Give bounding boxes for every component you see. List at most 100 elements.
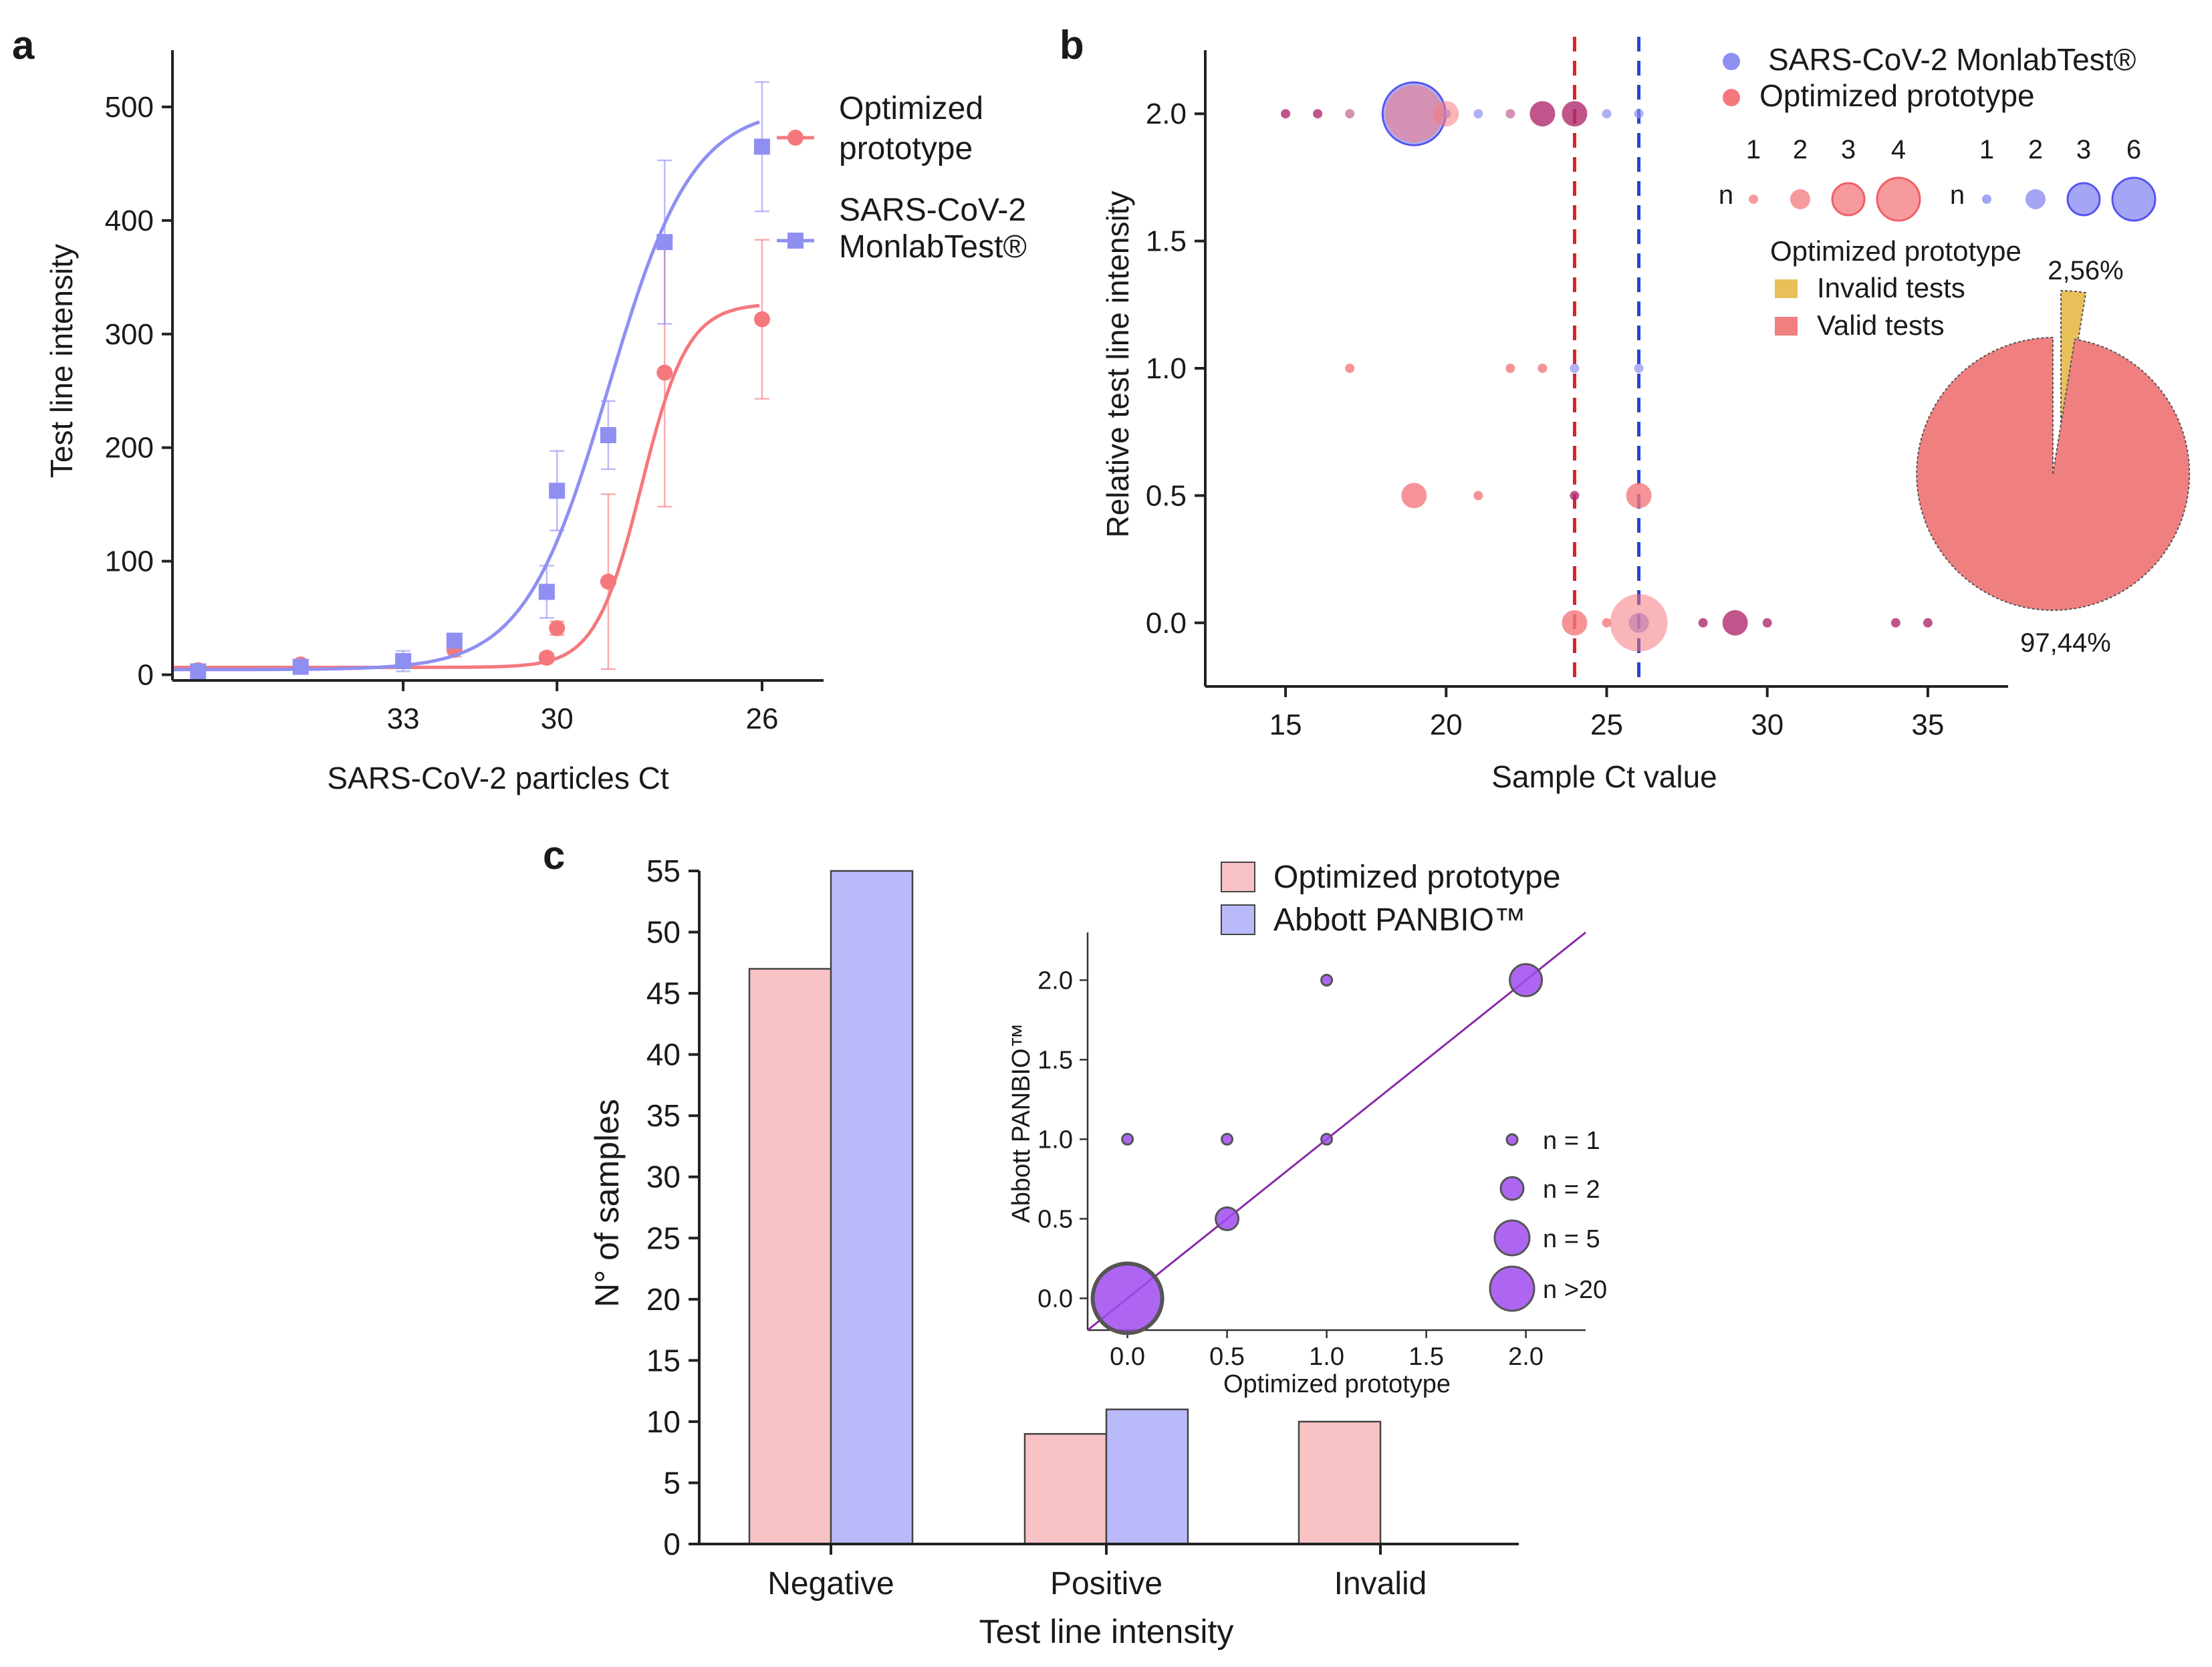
b-point-optimized xyxy=(1602,618,1612,628)
b-point-optimized xyxy=(1401,483,1427,509)
inset-point xyxy=(1221,1132,1234,1146)
a-legend-marker-monlab xyxy=(787,233,804,249)
inset-size-legend-label: n = 1 xyxy=(1543,1127,1600,1155)
b-size-legend-n: n xyxy=(1719,180,1733,210)
inset-point xyxy=(1320,1132,1334,1146)
b-size-legend-value: 6 xyxy=(2126,135,2141,164)
b-size-legend-value: 3 xyxy=(1841,135,1856,164)
a-point-monlab xyxy=(753,138,770,155)
c-y-tick-label: 55 xyxy=(646,854,681,888)
b-size-legend-marker xyxy=(1749,195,1758,204)
a-point-optimized xyxy=(549,620,566,636)
b-size-legend-value: 4 xyxy=(1891,135,1906,164)
b-point-monlab xyxy=(1634,109,1644,119)
b-point-optimized xyxy=(1345,364,1355,373)
b-size-legend-marker xyxy=(2025,189,2046,209)
c-bar-optimized xyxy=(748,968,832,1545)
inset-x-tick-label: 0.0 xyxy=(1110,1343,1145,1371)
b-size-legend-marker xyxy=(2111,176,2157,222)
b-size-legend-value: 3 xyxy=(2076,135,2091,164)
b-point-optimized xyxy=(1626,483,1652,509)
inset-point xyxy=(1090,1261,1164,1335)
a-x-tick-label: 26 xyxy=(745,702,778,735)
a-point-optimized xyxy=(753,311,770,328)
panel-a-chart: 33 30 26 0 100 200 300 400 500 SARS-CoV-2 partic… xyxy=(44,50,1027,795)
c-legend-swatch xyxy=(1221,862,1255,892)
b-y-tick-label: 0.0 xyxy=(1146,607,1187,640)
inset-size-legend-marker xyxy=(1489,1265,1535,1312)
c-bar-abbott xyxy=(1105,1408,1189,1545)
b-x-tick-label: 25 xyxy=(1590,709,1623,741)
a-legend-marker-optimized xyxy=(787,130,804,146)
b-pie-label-valid: 97,44% xyxy=(2020,628,2111,658)
b-y-tick-label: 1.0 xyxy=(1146,352,1187,385)
inset-y-axis-label: Abbott PANBIO™ xyxy=(1007,1023,1035,1223)
b-point-optimized xyxy=(1610,594,1668,652)
b-y-tick-label: 0.5 xyxy=(1146,479,1187,512)
a-point-monlab xyxy=(549,483,566,499)
c-x-tick-label: Negative xyxy=(767,1566,894,1601)
a-legend-label: MonlabTest® xyxy=(839,229,1027,265)
c-legend-label: Optimized prototype xyxy=(1273,860,1561,895)
c-y-tick-label: 25 xyxy=(646,1221,681,1255)
b-point-optimized xyxy=(1570,491,1580,501)
a-legend-label: prototype xyxy=(839,131,973,166)
a-point-optimized xyxy=(656,364,673,381)
a-point-monlab xyxy=(538,584,555,600)
a-point-monlab xyxy=(190,663,207,680)
c-legend-label: Abbott PANBIO™ xyxy=(1273,902,1526,938)
inset-size-legend-marker xyxy=(1505,1133,1519,1146)
a-y-tick-label: 200 xyxy=(105,432,154,465)
a-fit-curve-optimized xyxy=(172,303,760,669)
b-pie-legend-label: Invalid tests xyxy=(1817,272,1965,303)
a-point-monlab xyxy=(292,658,309,675)
inset-x-axis-label: Optimized prototype xyxy=(1223,1370,1451,1398)
b-point-monlab xyxy=(1473,109,1483,119)
c-legend-swatch xyxy=(1221,904,1255,935)
b-point-optimized xyxy=(1505,109,1515,119)
b-x-tick-label: 20 xyxy=(1430,709,1463,741)
c-y-tick-label: 0 xyxy=(663,1527,681,1561)
b-size-legend-value: 1 xyxy=(1979,135,1994,164)
b-legend-label-monlab: SARS-CoV-2 MonlabTest® xyxy=(1768,42,2136,77)
a-point-monlab xyxy=(395,653,412,670)
a-fit-curve-monlab xyxy=(172,120,760,672)
b-point-optimized xyxy=(1313,109,1323,119)
b-point-optimized xyxy=(1562,610,1588,636)
c-y-tick-label: 35 xyxy=(646,1098,681,1133)
c-y-tick-label: 50 xyxy=(646,915,681,950)
a-x-tick-label: 33 xyxy=(387,702,420,735)
b-point-optimized xyxy=(1433,101,1459,127)
a-y-tick-label: 500 xyxy=(105,91,154,124)
b-legend-label-optimized: Optimized prototype xyxy=(1759,78,2035,113)
b-x-tick-label: 35 xyxy=(1911,709,1944,741)
b-point-optimized xyxy=(1762,618,1772,628)
b-size-legend-n: n xyxy=(1950,180,1965,210)
c-x-tick-label: Positive xyxy=(1050,1566,1162,1601)
b-legend-marker-optimized xyxy=(1723,89,1740,106)
b-y-tick-label: 1.5 xyxy=(1146,225,1187,258)
b-point-optimized xyxy=(1890,618,1900,628)
a-x-axis-label: SARS-CoV-2 particles Ct xyxy=(327,761,668,795)
a-point-optimized xyxy=(538,650,555,666)
inset-x-tick-label: 1.5 xyxy=(1408,1343,1444,1371)
c-inset-scatter: 0.0 0.5 1.0 1.5 2.0 0.0 0.5 1.0 1.5 2.0 Optimized… xyxy=(1007,931,1607,1398)
c-y-tick-label: 10 xyxy=(646,1404,681,1439)
b-point-optimized xyxy=(1345,109,1355,119)
c-y-axis-label: N° of samples xyxy=(588,1099,626,1307)
c-y-tick-label: 45 xyxy=(646,976,681,1011)
a-y-tick-label: 400 xyxy=(105,205,154,237)
a-legend-label: Optimized xyxy=(839,91,983,126)
c-x-tick-label: Invalid xyxy=(1334,1566,1427,1601)
b-point-optimized xyxy=(1562,101,1588,127)
inset-size-legend-label: n = 5 xyxy=(1543,1225,1600,1253)
b-point-optimized xyxy=(1281,109,1291,119)
b-point-optimized xyxy=(1473,491,1483,501)
inset-x-tick-label: 1.0 xyxy=(1309,1343,1344,1371)
c-y-tick-label: 15 xyxy=(646,1343,681,1378)
b-point-optimized xyxy=(1923,618,1933,628)
b-pie-legend-swatch-invalid xyxy=(1775,279,1798,298)
inset-size-legend-marker xyxy=(1499,1176,1525,1201)
b-y-tick-label: 2.0 xyxy=(1146,98,1187,130)
